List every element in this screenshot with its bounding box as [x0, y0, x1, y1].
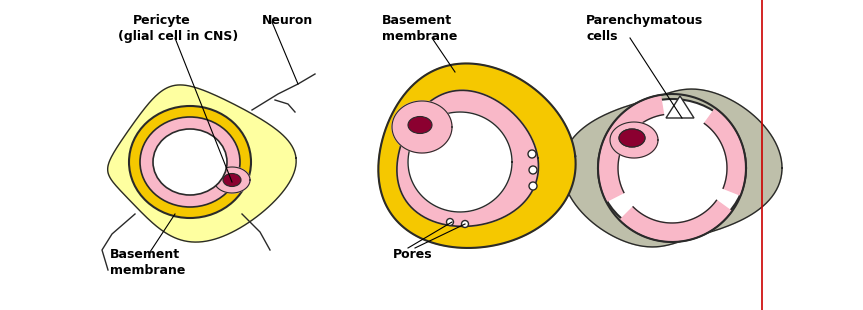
Ellipse shape: [598, 99, 746, 237]
Polygon shape: [214, 167, 250, 193]
Polygon shape: [408, 112, 512, 212]
Text: membrane: membrane: [382, 30, 457, 43]
Polygon shape: [392, 101, 452, 153]
Ellipse shape: [617, 117, 727, 219]
Polygon shape: [397, 90, 539, 226]
Text: membrane: membrane: [110, 264, 186, 277]
Text: cells: cells: [586, 30, 618, 43]
Polygon shape: [666, 96, 694, 118]
Ellipse shape: [223, 174, 241, 187]
Text: Pericyte: Pericyte: [133, 14, 191, 27]
Ellipse shape: [528, 150, 536, 158]
Ellipse shape: [619, 129, 645, 147]
Polygon shape: [108, 85, 296, 242]
Ellipse shape: [619, 129, 645, 147]
Polygon shape: [562, 89, 782, 247]
Polygon shape: [704, 108, 746, 195]
Text: Pores: Pores: [393, 248, 432, 261]
Ellipse shape: [129, 106, 251, 218]
Text: Parenchymatous: Parenchymatous: [586, 14, 703, 27]
Ellipse shape: [446, 219, 453, 225]
Ellipse shape: [408, 117, 432, 134]
Ellipse shape: [529, 182, 537, 190]
Text: (glial cell in CNS): (glial cell in CNS): [118, 30, 238, 43]
Polygon shape: [378, 64, 576, 248]
Text: Basement: Basement: [110, 248, 180, 261]
Ellipse shape: [529, 166, 537, 174]
Ellipse shape: [462, 220, 469, 228]
Ellipse shape: [140, 117, 240, 207]
Text: Neuron: Neuron: [262, 14, 313, 27]
Polygon shape: [620, 200, 732, 242]
Text: Basement: Basement: [382, 14, 452, 27]
Ellipse shape: [153, 129, 227, 195]
Polygon shape: [610, 122, 658, 158]
Polygon shape: [598, 95, 664, 202]
